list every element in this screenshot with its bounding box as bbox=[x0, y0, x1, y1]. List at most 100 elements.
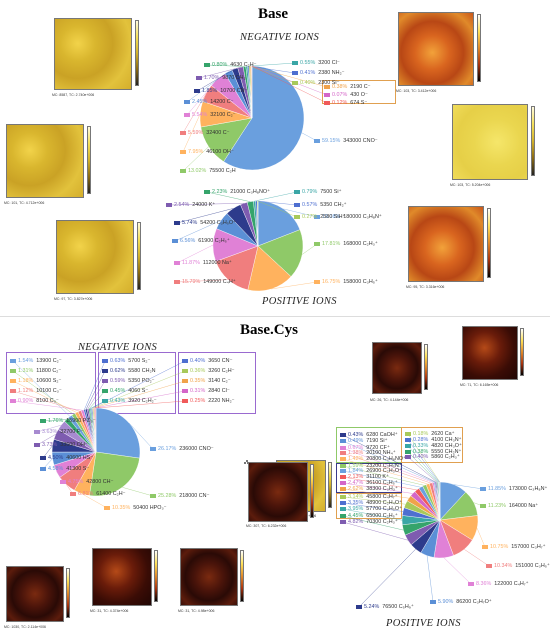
pie-count-ion: 2300 Si⁻ bbox=[318, 80, 340, 86]
pie-label: 0.45% 4060 S⁻ bbox=[102, 388, 148, 394]
leader-line bbox=[93, 380, 186, 409]
pie-label: 6.81% 61400 C₂H⁻ bbox=[70, 491, 126, 497]
pie-count-ion: 38300 C₃H₃⁺ bbox=[366, 486, 398, 492]
pie-count-ion: 24000 K⁺ bbox=[192, 202, 216, 208]
leader-line bbox=[476, 528, 486, 548]
cys-positive-heading: POSITIVE IONS bbox=[386, 618, 461, 629]
pie-label: 25.28% 218000 CN⁻ bbox=[150, 493, 209, 499]
pie-percent: 0.80% bbox=[212, 62, 228, 68]
legend-swatch bbox=[102, 368, 108, 373]
pie-percent: 1.84% bbox=[348, 468, 364, 474]
legend-swatch bbox=[40, 466, 46, 471]
pie-count-ion: 149000 C₄H⁺ bbox=[203, 279, 236, 285]
legend-swatch bbox=[180, 130, 186, 135]
pie-label: 5.59% 32400 C⁻ bbox=[180, 130, 230, 136]
legend-swatch bbox=[104, 505, 110, 510]
leader-line bbox=[250, 65, 328, 88]
leader-line bbox=[176, 208, 234, 224]
pie-label: 2.47% 36100 C₂H₅⁺ bbox=[340, 480, 398, 486]
pie-count-ion: 33600 OH⁻ bbox=[60, 442, 88, 448]
legend-swatch bbox=[182, 378, 188, 383]
legend-swatch bbox=[340, 474, 346, 479]
pie-label: 59.15% 343000 CNO⁻ bbox=[314, 138, 378, 144]
legend-swatch bbox=[10, 398, 16, 403]
legend-swatch bbox=[294, 189, 300, 194]
pie-label: 15.79% 149000 C₄H⁺ bbox=[174, 279, 236, 285]
ion-map-image bbox=[92, 548, 152, 606]
legend-swatch bbox=[324, 92, 330, 97]
pie-label: 5.74% 54200 C₃H₅O⁺ bbox=[174, 220, 236, 226]
pie-label: 1.70% 9870 CH₂ bbox=[196, 75, 246, 81]
pie-percent: 0.62% bbox=[110, 368, 126, 374]
legend-swatch bbox=[405, 454, 411, 459]
leader-line bbox=[176, 244, 214, 264]
leader-line bbox=[196, 68, 235, 92]
pie-label: 0.12% 674 S⁻ bbox=[324, 100, 367, 106]
pie-label: 0.43% 6280 CaOH⁺ bbox=[340, 432, 398, 438]
legend-swatch bbox=[340, 445, 346, 450]
legend-swatch bbox=[174, 279, 180, 284]
pie-percent: 10.34% bbox=[494, 563, 513, 569]
pie-label: 0.59% 5350 PO₂⁻ bbox=[102, 378, 155, 384]
legend-swatch bbox=[405, 437, 411, 442]
pie-count-ion: 26900 C₂H₃O⁺ bbox=[366, 468, 402, 474]
pie-count-ion: 21000 C₃H₈NO⁺ bbox=[230, 189, 270, 195]
pie-label: 3.73% 33600 OH⁻ bbox=[34, 442, 88, 448]
ion-map-image bbox=[180, 548, 238, 606]
legend-group-box bbox=[336, 493, 402, 519]
base-negative-heading: NEGATIVE IONS bbox=[240, 32, 320, 43]
legend-swatch bbox=[480, 503, 486, 508]
leader-line bbox=[89, 390, 106, 409]
legend-swatch bbox=[10, 388, 16, 393]
pie-count-ion: 3200 Cl⁻ bbox=[318, 60, 340, 66]
pie-percent: 10.75% bbox=[490, 544, 509, 550]
pie-label: 16.75% 158000 C₃H₅⁺ bbox=[314, 279, 378, 285]
pie-percent: 6.56% bbox=[180, 238, 196, 244]
legend-swatch bbox=[340, 438, 346, 443]
pie-slice bbox=[89, 451, 140, 497]
pie-percent: 4.58% bbox=[48, 466, 64, 472]
legend-swatch bbox=[340, 506, 346, 511]
pie-label: 6.56% 61900 C₂H₅⁺ bbox=[172, 238, 230, 244]
pie-percent: 0.28% bbox=[413, 437, 429, 443]
pie-count-ion: 13900 C₂⁻ bbox=[36, 358, 62, 364]
legend-swatch bbox=[10, 358, 16, 363]
legend-swatch bbox=[340, 519, 346, 524]
pie-count-ion: 3140 C₂⁻ bbox=[208, 378, 231, 384]
legend-swatch bbox=[40, 418, 46, 423]
pie-label: 1.12% 10100 C₃⁻ bbox=[10, 388, 62, 394]
pie-label: 11.87% 112000 Na⁺ bbox=[174, 260, 232, 266]
pie-label: 3.95% 57700 C₃H₅O⁺ bbox=[340, 506, 402, 512]
pie-label: 0.40% 2300 Si⁻ bbox=[292, 80, 339, 86]
leader-line bbox=[407, 439, 440, 483]
leader-line bbox=[86, 370, 106, 410]
pie-count-ion: 76500 C₅H₉⁺ bbox=[382, 604, 414, 610]
pie-label: 1.85% 10700 CN⁻ bbox=[194, 88, 247, 94]
pie-count-ion: 10700 CN⁻ bbox=[220, 88, 248, 94]
legend-swatch bbox=[405, 449, 411, 454]
pie-count-ion: 10100 C₃⁻ bbox=[36, 388, 62, 394]
pie-percent: 0.55% bbox=[300, 60, 316, 66]
leader-line bbox=[12, 390, 80, 412]
legend-swatch bbox=[102, 398, 108, 403]
pie-label: 0.79% 7500 Si⁺ bbox=[294, 189, 341, 195]
leader-line bbox=[407, 451, 438, 483]
colorbar bbox=[487, 208, 491, 278]
pie-count-ion: 5350 CH₂⁺ bbox=[320, 202, 347, 208]
leader-line bbox=[36, 434, 56, 446]
legend-swatch bbox=[340, 513, 346, 518]
pie-count-ion: 75500 C₂H bbox=[209, 168, 236, 174]
leader-line bbox=[186, 78, 218, 116]
pie-label: 0.31% 2840 Cl⁻ bbox=[182, 388, 230, 394]
pie-percent: 3.14% bbox=[348, 494, 364, 500]
legend-swatch bbox=[294, 202, 300, 207]
legend-swatch bbox=[40, 455, 46, 460]
pie-percent: 1.70% bbox=[204, 75, 220, 81]
pie-percent: 0.59% bbox=[110, 378, 126, 384]
image-caption: MC: 103, TC: 5.204e+006 bbox=[450, 183, 491, 187]
pie-percent: 0.67% bbox=[348, 445, 364, 451]
pie-label: 2.13% 31100 K⁺ bbox=[340, 474, 389, 480]
legend-swatch bbox=[292, 80, 298, 85]
pie-percent: 5.90% bbox=[438, 599, 454, 605]
pie-count-ion: 5550 CH₂N⁺ bbox=[431, 449, 462, 455]
